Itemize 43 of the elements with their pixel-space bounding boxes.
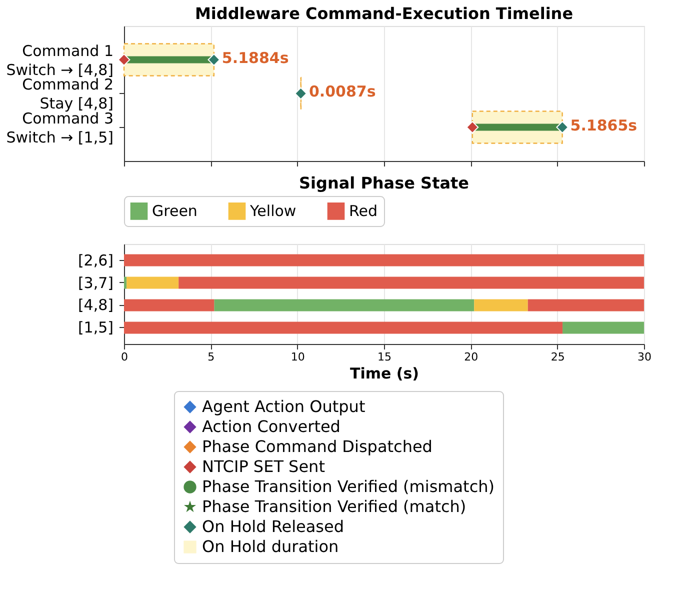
x-tick-label: 10 bbox=[290, 350, 305, 364]
legend-label: Red bbox=[349, 202, 378, 220]
y-tick-label: [2,6] bbox=[78, 251, 114, 270]
y-tick-label: [3,7] bbox=[78, 274, 114, 292]
y-tick-label: [1,5] bbox=[78, 318, 114, 337]
legend-label: Agent Action Output bbox=[202, 397, 366, 416]
x-tick-label: 20 bbox=[464, 350, 478, 364]
x-tick-label: 15 bbox=[378, 350, 392, 364]
data-label: 0.0087s bbox=[308, 82, 376, 100]
legend-label: NTCIP SET Sent bbox=[202, 457, 325, 476]
point bbox=[208, 54, 220, 66]
point bbox=[556, 121, 569, 134]
legend-label: Phase Transition Verified (mismatch) bbox=[202, 477, 495, 496]
legend-label: Green bbox=[152, 202, 198, 220]
bar bbox=[126, 276, 179, 289]
point bbox=[466, 121, 479, 134]
legend-label: Phase Command Dispatched bbox=[202, 437, 432, 456]
legend-label: On Hold Released bbox=[202, 517, 344, 536]
chart-title: Middleware Command-Execution Timeline bbox=[194, 4, 574, 23]
data-label: 5.1884s bbox=[222, 48, 289, 67]
chart-title: Signal Phase State bbox=[298, 174, 470, 192]
bar bbox=[528, 299, 644, 312]
x-tick-label: 25 bbox=[550, 350, 565, 364]
bar bbox=[124, 254, 644, 266]
bar bbox=[124, 322, 563, 334]
x-axis-title: Time (s) bbox=[350, 364, 420, 382]
x-tick-label: 30 bbox=[638, 350, 652, 364]
data-label: 5.1865s bbox=[570, 116, 638, 134]
bar bbox=[214, 299, 474, 312]
bar bbox=[178, 276, 644, 289]
legend-label: Yellow bbox=[249, 202, 296, 220]
y-tick-label: [4,8] bbox=[78, 296, 114, 314]
bar bbox=[562, 322, 644, 334]
x-tick-label: 0 bbox=[121, 350, 128, 364]
point bbox=[294, 87, 307, 100]
legend-label: Phase Transition Verified (match) bbox=[202, 497, 466, 516]
bar bbox=[124, 276, 127, 289]
legend-label: Action Converted bbox=[202, 417, 340, 436]
bar bbox=[474, 299, 528, 312]
legend-label: On Hold duration bbox=[202, 537, 339, 556]
point bbox=[118, 54, 130, 66]
bar bbox=[124, 299, 214, 312]
x-tick-label: 5 bbox=[208, 350, 215, 364]
